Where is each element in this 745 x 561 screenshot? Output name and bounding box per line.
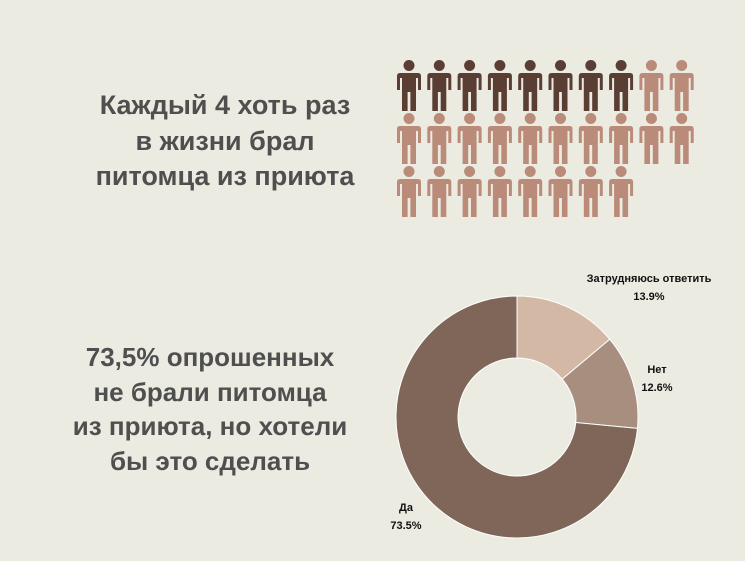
person-icon bbox=[427, 166, 452, 217]
person-icon bbox=[397, 113, 421, 164]
person-icon bbox=[639, 113, 664, 164]
person-icon bbox=[609, 166, 634, 217]
headline-adopted-share: Каждый 4 хоть раз в жизни брал питомца и… bbox=[40, 88, 410, 195]
person-icon bbox=[609, 60, 634, 111]
person-icon bbox=[669, 113, 694, 164]
slice-value-label: 12.6% bbox=[641, 382, 672, 394]
headline-line: не брали питомца bbox=[93, 376, 327, 407]
headline-line: бы это сделать bbox=[109, 445, 311, 476]
person-icon bbox=[427, 113, 452, 164]
person-icon bbox=[609, 113, 634, 164]
headline-line: из приюта, но хотели bbox=[72, 411, 348, 442]
person-icon bbox=[518, 60, 543, 111]
slice-label: Затрудняюсь ответить bbox=[587, 273, 712, 285]
person-icon bbox=[518, 166, 543, 217]
person-icon bbox=[669, 60, 694, 111]
person-icon bbox=[548, 60, 573, 111]
headline-line: Каждый 4 хоть раз bbox=[99, 90, 351, 120]
person-icon bbox=[548, 166, 573, 217]
person-icon bbox=[487, 166, 512, 217]
headline-line: питомца из приюта bbox=[95, 161, 355, 192]
person-icon bbox=[578, 113, 603, 164]
person-icon bbox=[457, 166, 482, 217]
person-icon bbox=[578, 166, 603, 217]
person-icon bbox=[427, 60, 452, 111]
slice-label: Да bbox=[399, 502, 414, 514]
slice-value-label: 73.5% bbox=[390, 520, 421, 532]
donut-slice bbox=[395, 295, 639, 539]
headline-line: 73,5% опрошенных bbox=[85, 342, 335, 372]
person-icon bbox=[397, 166, 421, 217]
person-icon bbox=[548, 113, 573, 164]
person-icon bbox=[457, 60, 482, 111]
person-icon bbox=[397, 60, 421, 111]
person-icon bbox=[457, 113, 482, 164]
person-icon bbox=[518, 113, 543, 164]
slice-value-label: 13.9% bbox=[633, 291, 664, 303]
slice-label: Нет bbox=[647, 364, 667, 376]
headline-not-adopted-share: 73,5% опрошенных не брали питомца из при… bbox=[35, 340, 385, 478]
person-icon bbox=[487, 60, 512, 111]
person-icon bbox=[487, 113, 512, 164]
headline-line: в жизни брал bbox=[135, 125, 315, 156]
person-icon bbox=[578, 60, 603, 111]
person-icon bbox=[639, 60, 664, 111]
